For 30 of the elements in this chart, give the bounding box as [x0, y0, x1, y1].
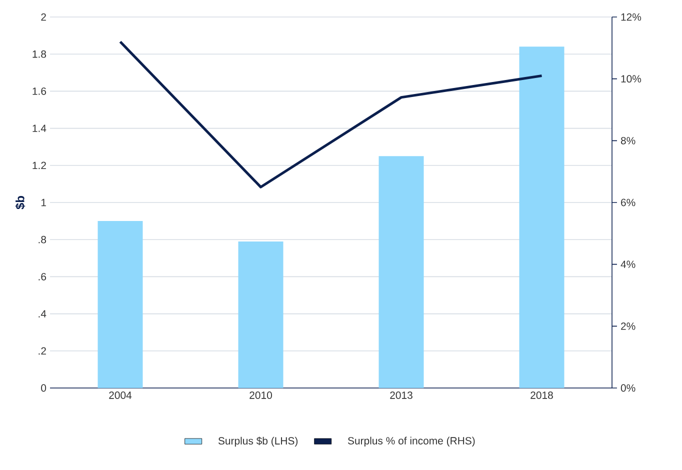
y-tick-label: .4	[38, 310, 46, 318]
y-tick-label: 0	[41, 384, 46, 392]
y2-tick-label: 10%	[621, 75, 642, 83]
y2-tick-label: 12%	[621, 13, 642, 21]
y-tick-label: .2	[38, 347, 46, 355]
bar	[378, 156, 424, 388]
legend-label: Surplus $b (LHS)	[218, 436, 298, 447]
x-tick-label: 2004	[109, 392, 132, 399]
y2-tick-label: 4%	[620, 260, 636, 268]
bar	[98, 221, 143, 388]
y2-tick-label: 2%	[621, 322, 636, 330]
y-tick-label: .6	[38, 273, 46, 280]
y-tick-label: 1	[41, 198, 46, 206]
bar	[519, 46, 564, 388]
y-tick-label: 2	[41, 13, 46, 21]
y-axis-title: $b	[15, 196, 26, 210]
y2-tick-label: 0%	[620, 384, 636, 392]
y-tick-label: 1.8	[32, 50, 46, 58]
y-tick-label: 1.4	[32, 124, 46, 132]
line-series	[118, 40, 544, 188]
x-tick-label: 2010	[250, 392, 272, 399]
y2-tick-label: 8%	[620, 136, 636, 144]
y2-tick-label: 6%	[621, 198, 636, 206]
x-tick-label: 2013	[390, 392, 412, 399]
legend-label: Surplus % of income (RHS)	[348, 436, 475, 447]
y-tick-label: 1.6	[32, 88, 46, 95]
x-tick-label: 2018	[530, 392, 553, 399]
y-tick-label: 1.2	[32, 162, 46, 170]
bar	[238, 241, 284, 388]
y-tick-label: .8	[38, 236, 46, 244]
